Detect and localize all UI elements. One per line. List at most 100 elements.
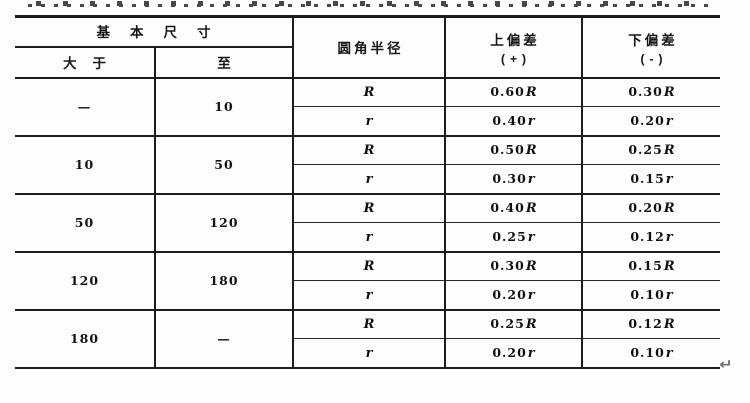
upper-deviation-value: 0.40r <box>444 106 582 136</box>
value-text: 0.25 <box>490 316 525 332</box>
upper-deviation-value: 0.50R <box>444 134 582 165</box>
radius-symbol: R <box>363 201 375 217</box>
value-symbol: r <box>665 287 673 303</box>
value-symbol: r <box>665 171 673 187</box>
value-symbol: r <box>527 287 535 303</box>
table-row: 50 120 R 0.40R 0.20R <box>15 192 720 252</box>
cell-over: 180 <box>15 308 155 368</box>
lower-deviation-value: 0.15r <box>581 164 720 194</box>
radius-symbol: R <box>363 143 375 159</box>
value-text: 0.20 <box>628 200 663 216</box>
radius-symbol: R <box>363 317 375 333</box>
to-label: 至 <box>217 55 231 71</box>
lower-deviation-sign: (-) <box>640 51 668 66</box>
header-to: 至 <box>154 46 293 78</box>
radius-symbol: R <box>363 85 375 101</box>
upper-deviation-value: 0.30r <box>444 164 582 194</box>
radius-label: 圆角半径 <box>337 40 404 56</box>
value-symbol: r <box>665 113 673 129</box>
paragraph-return-mark: ↵ <box>719 357 733 373</box>
table-row: 10 50 R 0.50R 0.25R <box>15 134 720 194</box>
radius-symbol: r <box>365 345 373 361</box>
lower-deviation-label: 下偏差 <box>628 32 678 48</box>
upper-deviation-value: 0.25R <box>444 308 582 339</box>
cut-off-text-fragments <box>28 1 710 7</box>
value-symbol: r <box>527 171 535 187</box>
upper-deviation-label: 上偏差 <box>490 32 540 48</box>
header-radius: 圆角半径 <box>292 16 445 78</box>
value-text: 0.10 <box>630 344 665 360</box>
upper-deviation-value: 0.20r <box>444 338 582 368</box>
value-symbol: R <box>525 317 537 333</box>
value-text: 0.10 <box>630 286 665 302</box>
value-symbol: r <box>665 229 673 245</box>
value-symbol: R <box>525 201 537 217</box>
cell-over: 120 <box>15 250 155 310</box>
header-row-1: 基本尺寸 圆角半径 上偏差 (+) 下偏差 (-) <box>15 16 720 78</box>
cell-over: 10 <box>15 134 155 194</box>
fillet-radius-tolerance-table: 基本尺寸 圆角半径 上偏差 (+) 下偏差 (-) 大于 <box>15 15 720 369</box>
value-symbol: r <box>665 345 673 361</box>
upper-deviation-value: 0.30R <box>444 250 582 281</box>
value-text: 0.50 <box>490 142 525 158</box>
radius-symbol: r <box>365 229 373 245</box>
value-symbol: R <box>663 201 675 217</box>
radius-symbol: r <box>365 113 373 129</box>
value-symbol: R <box>525 259 537 275</box>
value-text: 0.12 <box>630 228 665 244</box>
value-symbol: R <box>663 143 675 159</box>
cell-to: — <box>154 308 293 368</box>
value-text: 0.40 <box>490 200 525 216</box>
value-text: 0.60 <box>490 84 525 100</box>
header-over: 大于 <box>15 47 155 78</box>
value-text: 0.30 <box>492 170 527 186</box>
table-row: 180 — R 0.25R 0.12R <box>15 308 720 368</box>
table-row: 120 180 R 0.30R 0.15R <box>15 250 720 310</box>
value-text: 0.20 <box>630 112 665 128</box>
lower-deviation-value: 0.12r <box>581 222 720 252</box>
value-text: 0.30 <box>490 258 525 274</box>
cell-over: 50 <box>15 192 155 252</box>
radius-symbol: r <box>365 171 373 187</box>
table-row: r 0.40r 0.20r <box>15 106 720 136</box>
table-row: r 0.20r 0.10r <box>15 338 720 368</box>
value-text: 0.20 <box>492 286 527 302</box>
value-symbol: R <box>663 259 675 275</box>
value-symbol: r <box>527 345 535 361</box>
lower-deviation-value: 0.25R <box>581 134 720 165</box>
table-header: 基本尺寸 圆角半径 上偏差 (+) 下偏差 (-) 大于 <box>15 16 720 78</box>
header-basic-size: 基本尺寸 <box>15 16 293 48</box>
basic-size-label: 基本尺寸 <box>96 25 231 41</box>
value-text: 0.30 <box>628 84 663 100</box>
cell-to: 120 <box>154 192 293 252</box>
lower-deviation-value: 0.10r <box>581 280 720 310</box>
header-row-2: 大于 至 <box>15 46 720 78</box>
value-symbol: R <box>663 85 675 101</box>
lower-deviation-value: 0.12R <box>581 308 720 339</box>
table-body: — 10 R 0.60R 0.30R r 0.40r 0.20r 10 50 R… <box>15 77 720 368</box>
lower-deviation-value: 0.20R <box>581 192 720 223</box>
header-lower-deviation: 下偏差 (-) <box>581 16 720 78</box>
value-symbol: R <box>525 85 537 101</box>
cell-to: 50 <box>154 134 293 194</box>
value-symbol: R <box>663 317 675 333</box>
lower-deviation-value: 0.20r <box>581 106 720 136</box>
table-row: r 0.25r 0.12r <box>15 222 720 252</box>
cell-over: — <box>77 99 92 114</box>
upper-deviation-value: 0.60R <box>444 77 582 107</box>
over-label: 大于 <box>63 55 122 71</box>
value-text: 0.25 <box>492 228 527 244</box>
upper-deviation-value: 0.40R <box>444 192 582 223</box>
value-text: 0.25 <box>628 142 663 158</box>
lower-deviation-value: 0.15R <box>581 250 720 281</box>
value-symbol: R <box>525 143 537 159</box>
value-text: 0.20 <box>492 344 527 360</box>
value-text: 0.40 <box>492 112 527 128</box>
cell-to: 10 <box>154 77 293 136</box>
value-symbol: r <box>527 229 535 245</box>
lower-deviation-value: 0.10r <box>581 338 720 368</box>
upper-deviation-sign: (+) <box>501 51 531 66</box>
table-row: r 0.20r 0.10r <box>15 280 720 310</box>
value-symbol: r <box>527 113 535 129</box>
